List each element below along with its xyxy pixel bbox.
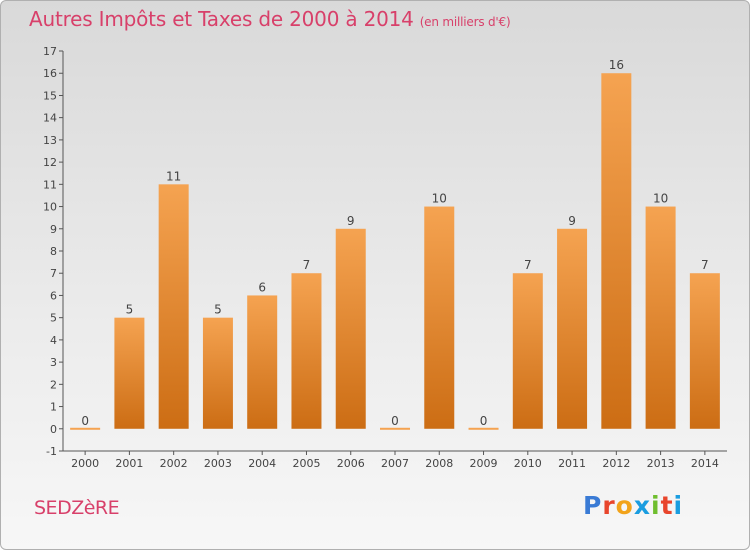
data-label: 7 [303, 258, 311, 272]
y-tick-label: 10 [43, 201, 57, 214]
data-label: 10 [432, 192, 447, 206]
bar [645, 206, 676, 429]
logo-letter: i [673, 491, 684, 520]
x-tick-label: 2010 [514, 457, 542, 470]
bar [557, 228, 588, 429]
x-tick-label: 2000 [71, 457, 99, 470]
y-tick-label: 5 [50, 312, 57, 325]
x-tick-label: 2001 [115, 457, 143, 470]
bar [114, 317, 145, 429]
y-tick-label: 17 [43, 45, 57, 58]
bar [247, 295, 278, 429]
y-tick-label: 12 [43, 156, 57, 169]
logo-letter: i [651, 491, 661, 520]
data-label: 0 [81, 414, 89, 428]
y-tick-label: 6 [50, 289, 57, 302]
y-tick-label: 7 [50, 267, 57, 280]
bar [380, 427, 410, 430]
x-tick-label: 2011 [558, 457, 586, 470]
bar [335, 228, 366, 429]
x-tick-label: 2009 [470, 457, 498, 470]
y-tick-label: 9 [50, 223, 57, 236]
bar [689, 273, 720, 429]
x-tick-label: 2013 [647, 457, 675, 470]
x-tick-label: 2005 [292, 457, 320, 470]
bar [291, 273, 322, 429]
data-label: 10 [653, 192, 668, 206]
y-tick-label: 14 [43, 112, 57, 125]
bar [158, 184, 189, 429]
bar [202, 317, 233, 429]
x-tick-label: 2004 [248, 457, 276, 470]
x-tick-label: 2012 [602, 457, 630, 470]
commune-name: SEDZèRE [34, 497, 120, 519]
x-tick-label: 2008 [425, 457, 453, 470]
y-tick-label: 2 [50, 378, 57, 391]
y-tick-label: 11 [43, 178, 57, 191]
proxiti-logo: Proxiti [583, 491, 683, 520]
data-label: 5 [126, 303, 134, 317]
data-label: 0 [480, 414, 488, 428]
data-label: 5 [214, 303, 222, 317]
y-tick-label: 13 [43, 134, 57, 147]
chart-subtitle: (en milliers d'€) [419, 15, 511, 29]
logo-letter: x [633, 491, 651, 520]
bar [468, 427, 499, 430]
y-tick-label: 8 [50, 245, 57, 258]
logo-letter: r [602, 491, 616, 520]
data-label: 0 [391, 414, 399, 428]
y-tick-label: 4 [50, 334, 57, 347]
data-label: 6 [258, 280, 266, 294]
x-tick-label: 2014 [691, 457, 719, 470]
bar [601, 73, 632, 429]
y-tick-label: 15 [43, 89, 57, 102]
data-label: 7 [701, 258, 709, 272]
x-tick-label: 2006 [337, 457, 365, 470]
bar [70, 427, 101, 430]
y-tick-label: 3 [50, 356, 57, 369]
data-label: 7 [524, 258, 532, 272]
logo-letter: t [660, 491, 674, 520]
y-tick-label: 16 [43, 67, 57, 80]
x-tick-label: 2002 [160, 457, 188, 470]
x-tick-label: 2007 [381, 457, 409, 470]
x-tick-label: 2003 [204, 457, 232, 470]
chart-title: Autres Impôts et Taxes de 2000 à 2014 (en… [29, 7, 511, 31]
y-tick-label: 1 [50, 401, 57, 414]
logo-letter: o [615, 491, 634, 520]
bar [424, 206, 455, 429]
y-tick-label: 0 [50, 423, 57, 436]
data-label: 11 [166, 169, 181, 183]
logo-letter: P [583, 491, 603, 520]
bar [512, 273, 543, 429]
data-label: 9 [568, 214, 576, 228]
data-label: 16 [609, 58, 624, 72]
title-text: Autres Impôts et Taxes de 2000 à 2014 [29, 7, 414, 31]
y-tick-label: -1 [46, 445, 57, 458]
data-label: 9 [347, 214, 355, 228]
